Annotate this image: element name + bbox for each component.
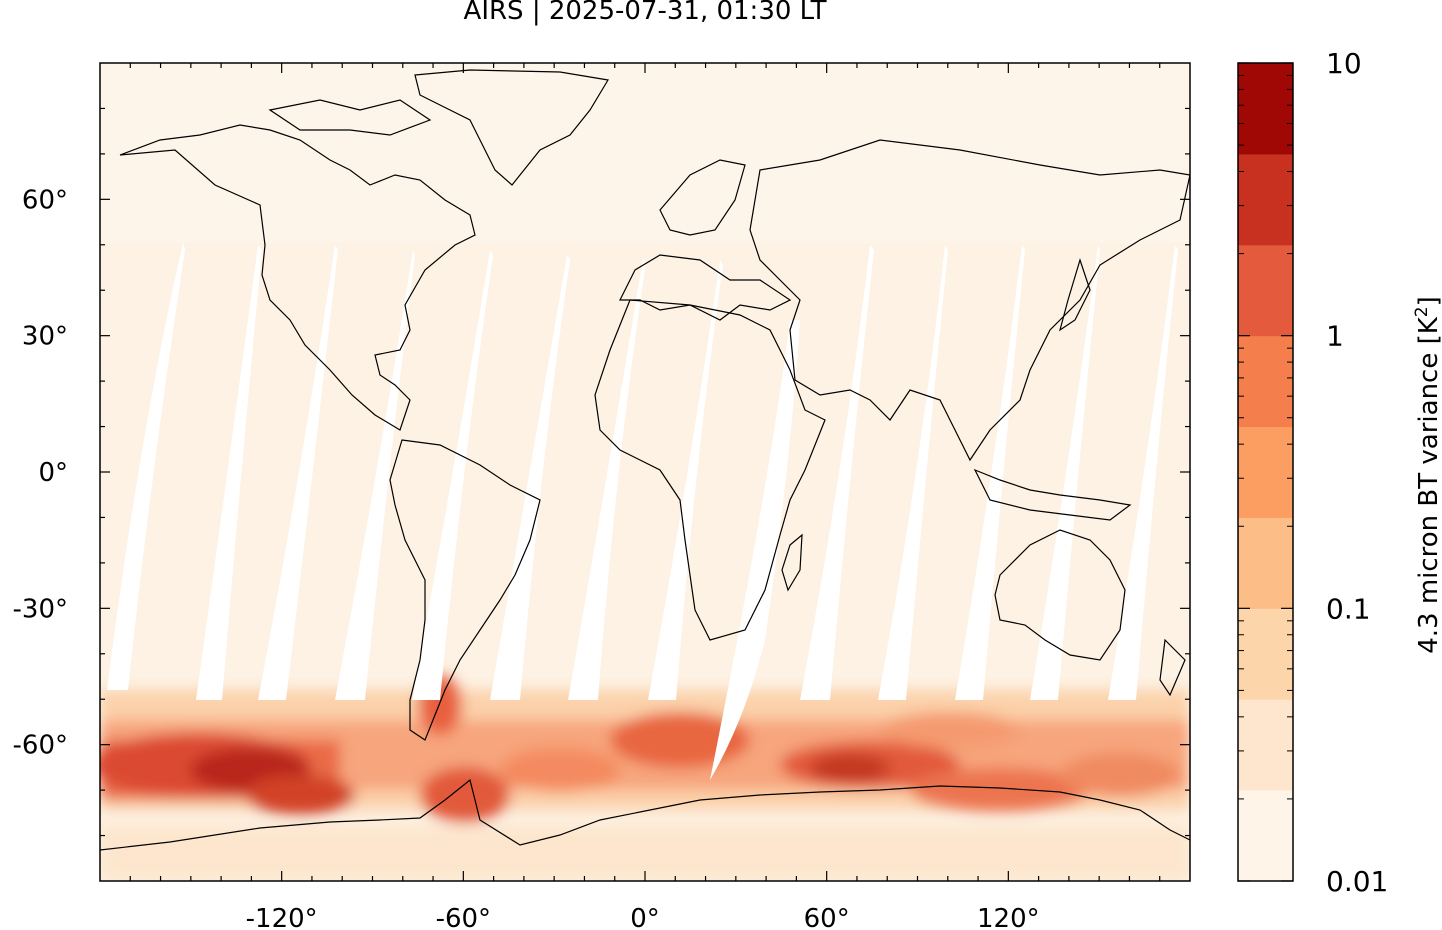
map-tick-labels: -120° -60° 0° 60° 120° 60° 30° 0° -30° -60° xyxy=(13,185,1040,930)
coast-europe xyxy=(619,254,792,321)
colorbar-segment xyxy=(1238,608,1293,700)
colorbar-tick-label: 10 xyxy=(1326,47,1362,80)
coast-north-america xyxy=(119,124,476,431)
coast-japan xyxy=(1059,258,1091,332)
x-tick-label: 120° xyxy=(977,904,1040,930)
colorbar-title-sup: 2 xyxy=(1412,306,1432,317)
y-tick-label: -30° xyxy=(13,594,68,624)
colorbar-frame xyxy=(1237,62,1294,882)
colorbar-title: 4.3 micron BT variance [K2] xyxy=(1412,296,1442,654)
coastlines xyxy=(100,69,1190,851)
arctic-field xyxy=(100,63,1190,243)
colorbar-segment xyxy=(1238,335,1293,428)
y-tick-label: 0° xyxy=(38,458,68,488)
colorbar-tick-label: 1 xyxy=(1326,320,1344,353)
colorbar-tick-label: 0.1 xyxy=(1326,592,1371,625)
colorbar-segment xyxy=(1238,517,1293,609)
map-panel xyxy=(100,63,1190,881)
colorbar-title-main: 4.3 micron BT variance [K xyxy=(1414,316,1442,654)
colorbar-segment xyxy=(1238,426,1293,518)
x-tick-label: 60° xyxy=(804,904,850,930)
x-tick-label: -120° xyxy=(246,904,318,930)
x-tick-label: -60° xyxy=(436,904,491,930)
map-ticks xyxy=(100,63,1190,881)
southern-ocean-variance-band xyxy=(100,675,1190,881)
y-tick-label: -60° xyxy=(13,731,68,761)
colorbar-segment xyxy=(1238,153,1293,246)
colorbar-tick-labels: 10 1 0.1 0.01 xyxy=(1326,47,1388,898)
coast-asia xyxy=(749,139,1190,462)
coast-south-america xyxy=(389,439,541,741)
colorbar xyxy=(1238,62,1293,882)
colorbar-segment xyxy=(1238,699,1293,791)
coast-arctic-islands xyxy=(268,99,432,136)
coast-africa xyxy=(594,299,826,641)
colorbar-segment xyxy=(1238,63,1293,155)
colorbar-segment xyxy=(1238,244,1293,337)
y-tick-label: 60° xyxy=(22,185,68,215)
x-tick-label: 0° xyxy=(630,904,660,930)
colorbar-segment xyxy=(1238,790,1293,882)
y-tick-label: 30° xyxy=(22,322,68,352)
plot-title: AIRS | 2025-07-31, 01:30 LT xyxy=(463,0,827,26)
coast-antarctica xyxy=(100,778,1190,851)
coast-greenland xyxy=(414,69,609,186)
coast-scandinavia xyxy=(659,159,746,236)
coast-australia xyxy=(994,529,1126,661)
colorbar-tick-label: 0.01 xyxy=(1326,865,1388,898)
coast-madagascar xyxy=(781,533,803,592)
coast-indonesia xyxy=(973,468,1132,521)
colorbar-title-end: ] xyxy=(1414,296,1442,306)
coast-new-zealand xyxy=(1159,638,1186,697)
